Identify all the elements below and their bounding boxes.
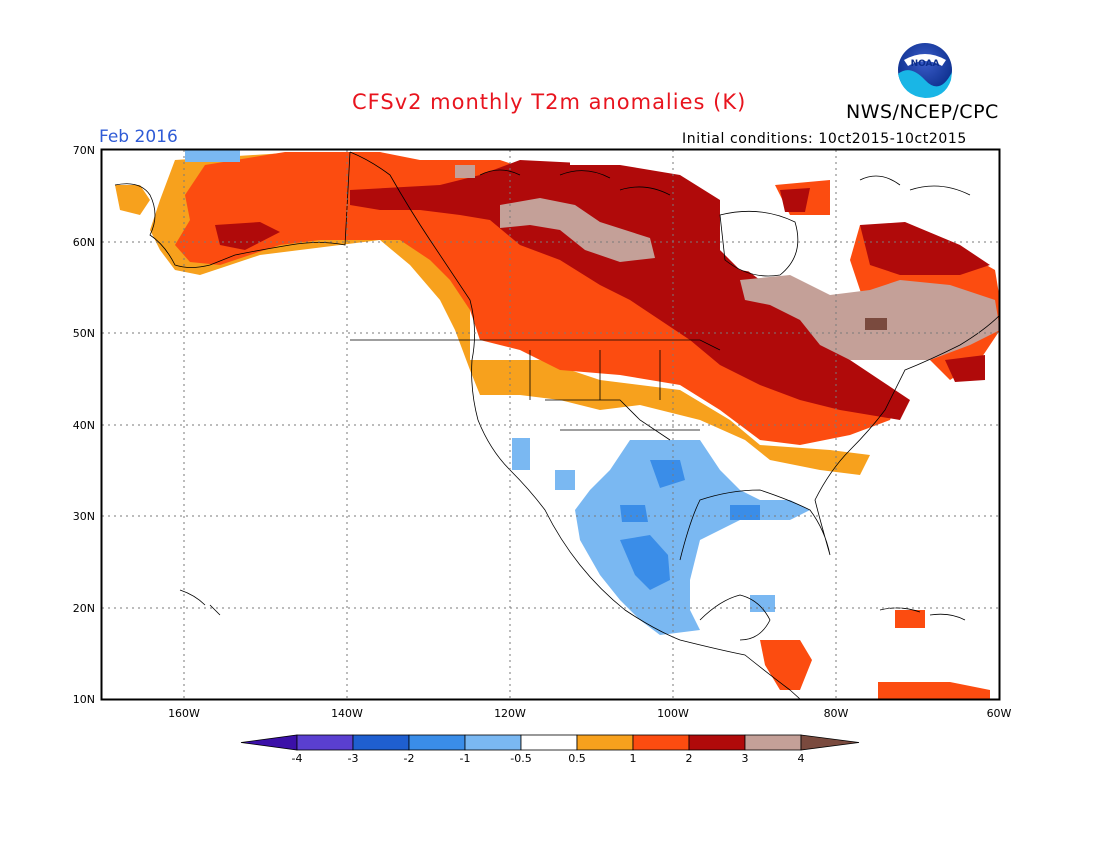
anomaly-patch — [115, 185, 150, 215]
colorbar-label: 0.5 — [568, 752, 586, 765]
lat-label-70n: 70N — [73, 144, 95, 157]
initial-conditions-label: Initial conditions: 10ct2015-10ct2015 — [682, 131, 967, 147]
colorbar-swatch — [576, 734, 634, 751]
colorbar-swatch — [464, 734, 522, 751]
anomaly-patch — [185, 150, 240, 162]
anomaly-patch — [780, 188, 810, 212]
organization-label: NWS/NCEP/CPC — [846, 101, 999, 123]
anomaly-patch — [575, 440, 810, 635]
map-frame — [100, 148, 1001, 701]
colorbar-label: -1 — [460, 752, 471, 765]
graticule — [102, 150, 999, 699]
lat-label-60n: 60N — [73, 236, 95, 249]
colorbar-swatch — [352, 734, 410, 751]
colorbar-label: -0.5 — [510, 752, 531, 765]
anomaly-patch — [620, 505, 648, 522]
anomaly-field — [102, 150, 999, 699]
anomaly-patch — [730, 505, 760, 520]
lon-label-160w: 160W — [168, 707, 200, 720]
colorbar-label: 1 — [630, 752, 637, 765]
anomaly-patch — [750, 595, 775, 612]
anomaly-patch — [865, 318, 887, 330]
lat-label-10n: 10N — [73, 693, 95, 706]
colorbar-label: -2 — [404, 752, 415, 765]
lat-label-40n: 40N — [73, 419, 95, 432]
anomaly-patch — [555, 470, 575, 490]
lat-label-20n: 20N — [73, 602, 95, 615]
anomaly-patch — [175, 152, 900, 445]
colorbar-label: 2 — [686, 752, 693, 765]
colorbar: -4 -3 -2 -1 -0.5 0.5 1 2 3 4 — [240, 734, 860, 765]
chart-title: CFSv2 monthly T2m anomalies (K) — [352, 90, 747, 114]
anomaly-patch — [860, 222, 990, 275]
colorbar-swatch — [408, 734, 466, 751]
noaa-logo-text: NOAA — [911, 59, 940, 69]
noaa-logo: NOAA — [896, 41, 954, 99]
lon-label-80w: 80W — [824, 707, 849, 720]
anomaly-patch — [350, 160, 910, 420]
anomaly-patch — [945, 355, 985, 382]
anomaly-patch — [215, 222, 280, 250]
colorbar-swatch — [520, 734, 578, 751]
colorbar-swatch — [296, 734, 354, 751]
colorbar-label: 3 — [742, 752, 749, 765]
colorbar-swatch — [744, 734, 802, 751]
anomaly-patch — [878, 682, 990, 699]
lat-label-30n: 30N — [73, 510, 95, 523]
longitude-labels: 160W 140W 120W 100W 80W 60W — [168, 707, 1011, 720]
colorbar-swatch — [632, 734, 690, 751]
anomaly-patch — [500, 198, 655, 262]
anomaly-patch — [455, 165, 475, 178]
colorbar-label: -4 — [292, 752, 303, 765]
lon-label-100w: 100W — [657, 707, 689, 720]
colorbar-label: -3 — [348, 752, 359, 765]
anomaly-patch — [512, 438, 530, 470]
anomaly-patch — [895, 610, 925, 628]
valid-month-label: Feb 2016 — [99, 127, 178, 147]
anomaly-patch — [620, 535, 670, 590]
anomaly-patch — [650, 460, 685, 488]
colorbar-swatch — [688, 734, 746, 751]
lon-label-60w: 60W — [987, 707, 1012, 720]
lon-label-140w: 140W — [331, 707, 363, 720]
lat-label-50n: 50N — [73, 327, 95, 340]
coastlines — [114, 151, 999, 699]
latitude-labels: 70N 60N 50N 40N 30N 20N 10N — [73, 144, 95, 706]
colorbar-label: 4 — [798, 752, 805, 765]
anomaly-patch — [740, 275, 999, 360]
lon-label-120w: 120W — [494, 707, 526, 720]
colorbar-arrow-left — [240, 734, 298, 751]
colorbar-arrow-right — [800, 734, 860, 751]
